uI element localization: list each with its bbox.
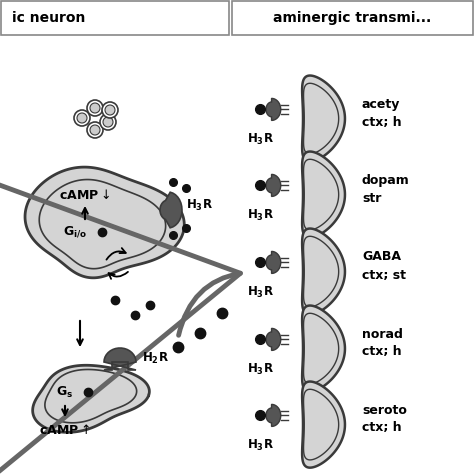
FancyBboxPatch shape bbox=[1, 1, 229, 35]
FancyArrowPatch shape bbox=[0, 135, 240, 474]
Circle shape bbox=[103, 117, 113, 127]
Text: acety: acety bbox=[362, 98, 401, 110]
Text: ctx; h: ctx; h bbox=[362, 116, 401, 128]
Circle shape bbox=[90, 125, 100, 135]
Text: dopam: dopam bbox=[362, 173, 410, 186]
Polygon shape bbox=[302, 306, 345, 392]
Text: ctx; st: ctx; st bbox=[362, 268, 406, 282]
Circle shape bbox=[74, 110, 90, 126]
Text: norad: norad bbox=[362, 328, 403, 340]
Polygon shape bbox=[45, 369, 137, 423]
Polygon shape bbox=[160, 192, 182, 228]
Text: ctx; h: ctx; h bbox=[362, 421, 401, 435]
FancyBboxPatch shape bbox=[232, 1, 473, 35]
Polygon shape bbox=[33, 365, 149, 432]
Text: $\mathbf{cAMP}\downarrow$: $\mathbf{cAMP}\downarrow$ bbox=[60, 188, 110, 202]
Text: $\mathbf{G_{i/o}}$: $\mathbf{G_{i/o}}$ bbox=[63, 225, 87, 239]
Polygon shape bbox=[266, 251, 281, 273]
Polygon shape bbox=[303, 159, 338, 230]
Polygon shape bbox=[303, 313, 338, 384]
Text: aminergic transmi...: aminergic transmi... bbox=[273, 11, 431, 25]
Text: $\mathbf{cAMP}\uparrow$: $\mathbf{cAMP}\uparrow$ bbox=[39, 423, 91, 437]
Circle shape bbox=[100, 114, 116, 130]
Polygon shape bbox=[266, 174, 281, 196]
Polygon shape bbox=[302, 75, 345, 162]
Polygon shape bbox=[266, 404, 281, 427]
Polygon shape bbox=[39, 180, 165, 269]
Text: ctx; h: ctx; h bbox=[362, 346, 401, 358]
Text: $\mathbf{H_3R}$: $\mathbf{H_3R}$ bbox=[186, 198, 213, 212]
Circle shape bbox=[87, 122, 103, 138]
Circle shape bbox=[102, 102, 118, 118]
Polygon shape bbox=[303, 83, 338, 154]
Text: $\mathbf{H_3R}$: $\mathbf{H_3R}$ bbox=[246, 208, 273, 223]
Circle shape bbox=[87, 100, 103, 116]
Polygon shape bbox=[266, 99, 281, 120]
Text: $\mathbf{H_3R}$: $\mathbf{H_3R}$ bbox=[246, 131, 273, 146]
Circle shape bbox=[77, 113, 87, 123]
Text: GABA: GABA bbox=[362, 250, 401, 264]
Polygon shape bbox=[302, 228, 345, 315]
Text: $\mathbf{H_3R}$: $\mathbf{H_3R}$ bbox=[246, 284, 273, 300]
Polygon shape bbox=[303, 237, 338, 307]
Text: $\mathbf{H_2R}$: $\mathbf{H_2R}$ bbox=[142, 350, 169, 365]
Polygon shape bbox=[266, 328, 281, 350]
Polygon shape bbox=[303, 389, 338, 460]
Text: $\mathbf{G_s}$: $\mathbf{G_s}$ bbox=[56, 384, 73, 400]
Text: $\mathbf{H_3R}$: $\mathbf{H_3R}$ bbox=[246, 438, 273, 453]
Polygon shape bbox=[104, 348, 136, 370]
Text: ic neuron: ic neuron bbox=[12, 11, 85, 25]
Polygon shape bbox=[302, 152, 345, 237]
Polygon shape bbox=[25, 167, 184, 278]
Text: seroto: seroto bbox=[362, 403, 407, 417]
Polygon shape bbox=[302, 382, 345, 468]
Circle shape bbox=[90, 103, 100, 113]
Text: str: str bbox=[362, 191, 382, 204]
Text: $\mathbf{H_3R}$: $\mathbf{H_3R}$ bbox=[246, 362, 273, 376]
Circle shape bbox=[105, 105, 115, 115]
